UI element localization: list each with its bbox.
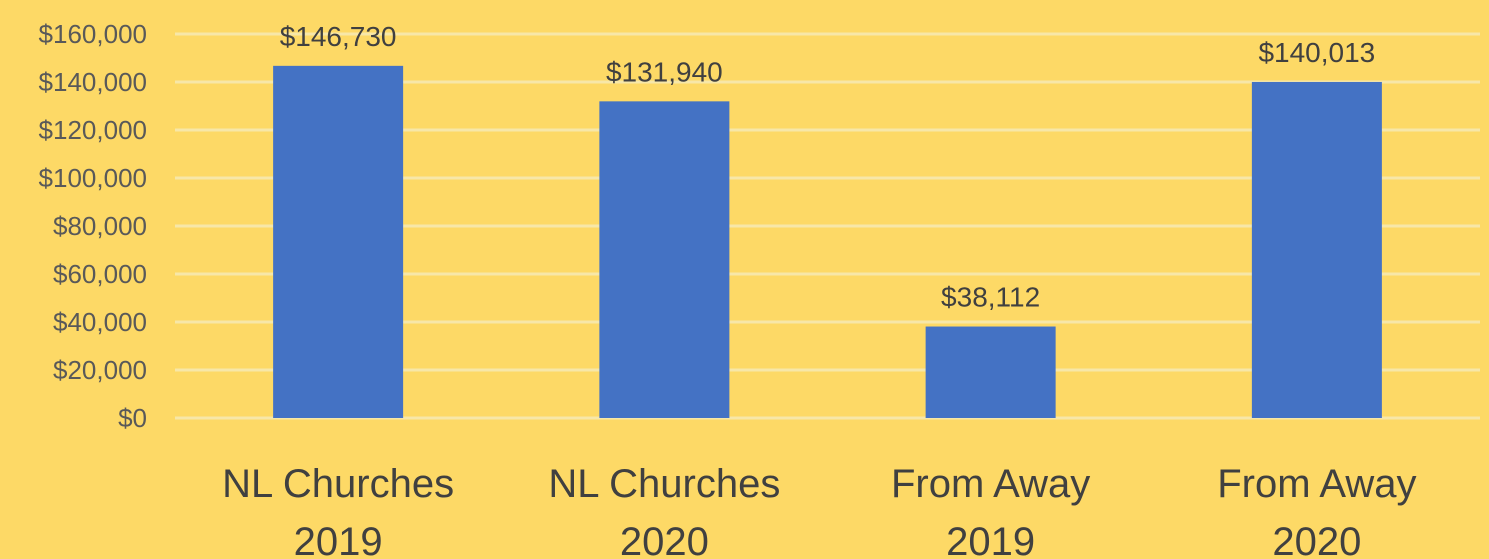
bar: [925, 326, 1056, 418]
y-tick-label: $140,000: [39, 67, 147, 97]
y-tick-label: $100,000: [39, 163, 147, 193]
data-label: $146,730: [280, 21, 397, 52]
data-label: $131,940: [606, 56, 723, 87]
data-labels: $146,730 $131,940 $38,112 $140,013: [280, 21, 1376, 313]
y-tick-label: $160,000: [39, 19, 147, 49]
category-label: From Away: [891, 462, 1090, 506]
data-label: $140,013: [1258, 37, 1375, 68]
category-label: 2020: [1272, 520, 1361, 559]
category-label: 2019: [294, 520, 383, 559]
data-label: $38,112: [941, 282, 1040, 313]
bar: [273, 65, 404, 419]
category-label: 2019: [946, 520, 1035, 559]
x-axis-category-labels: NL Churches 2019 NL Churches 2020 From Away 2…: [222, 462, 1416, 559]
y-axis-tick-labels: $0 $20,000 $40,000 $60,000 $80,000 $100,000 $1…: [39, 19, 147, 433]
y-tick-label: $20,000: [53, 355, 147, 385]
category-label: NL Churches: [222, 462, 454, 506]
category-label: NL Churches: [548, 462, 780, 506]
bar: [599, 101, 730, 419]
bars: [273, 65, 1382, 419]
y-tick-label: $0: [118, 403, 147, 433]
bar: [1251, 81, 1382, 418]
y-tick-label: $60,000: [53, 259, 147, 289]
category-label: From Away: [1217, 462, 1416, 506]
y-tick-label: $80,000: [53, 211, 147, 241]
y-tick-label: $40,000: [53, 307, 147, 337]
y-tick-label: $120,000: [39, 115, 147, 145]
category-label: 2020: [620, 520, 709, 559]
